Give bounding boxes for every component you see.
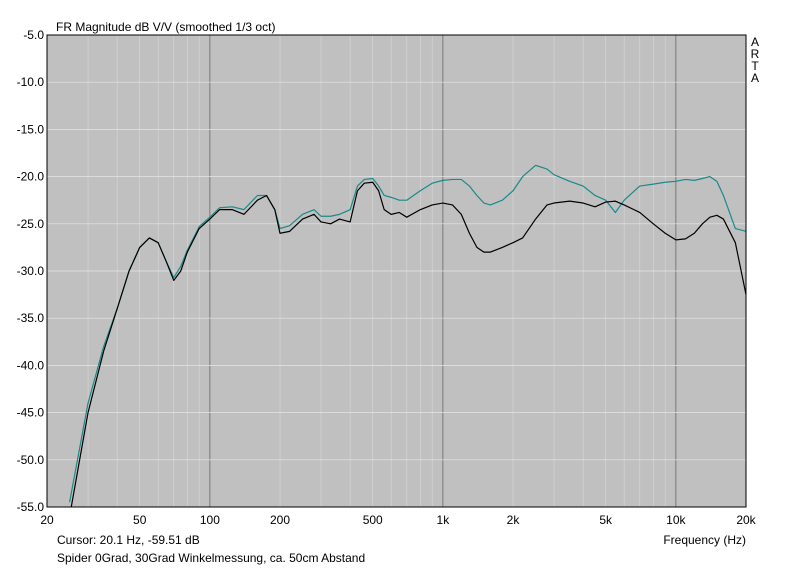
measurement-caption: Spider 0Grad, 30Grad Winkelmessung, ca. …	[57, 551, 366, 565]
x-tick-label: 10k	[666, 513, 686, 527]
y-tick-label: -20.0	[17, 170, 45, 184]
x-axis-label: Frequency (Hz)	[663, 533, 746, 547]
x-tick-label: 1k	[437, 513, 451, 527]
x-tick-label: 5k	[599, 513, 613, 527]
y-tick-label: -40.0	[17, 358, 45, 372]
x-tick-label: 2k	[507, 513, 521, 527]
grid-lines	[47, 34, 746, 508]
series-line-2	[68, 164, 746, 503]
brand-letter: A	[750, 35, 759, 49]
series-line-1	[70, 181, 746, 507]
brand-letter: T	[751, 59, 759, 73]
y-tick-label: -55.0	[17, 500, 45, 514]
brand-letter: R	[750, 47, 760, 61]
x-tick-label: 200	[270, 513, 290, 527]
y-tick-label: -50.0	[17, 453, 45, 467]
plot-border	[46, 34, 747, 508]
x-tick-label: 20k	[736, 513, 756, 527]
y-tick-label: -15.0	[17, 122, 45, 136]
chart-title: FR Magnitude dB V/V (smoothed 1/3 oct)	[56, 20, 275, 34]
x-tick-label: 20	[40, 513, 54, 527]
y-tick-label: -5.0	[23, 28, 44, 42]
y-tick-label: -45.0	[17, 406, 45, 420]
y-tick-label: -25.0	[17, 217, 45, 231]
x-tick-label: 100	[200, 513, 220, 527]
x-tick-label: 500	[363, 513, 383, 527]
y-tick-label: -30.0	[17, 264, 45, 278]
cursor-readout: Cursor: 20.1 Hz, -59.51 dB	[57, 533, 200, 547]
x-axis-tick-labels: 20 50 100 200 500 1k 2k 5k 10k 20k	[40, 513, 756, 527]
y-tick-label: -10.0	[17, 75, 45, 89]
y-axis-tick-labels: -5.0 -10.0 -15.0 -20.0 -25.0 -30.0 -35.0 -40.0 -…	[17, 28, 45, 514]
series-group	[68, 164, 746, 507]
y-tick-label: -35.0	[17, 311, 45, 325]
brand-letter: A	[750, 71, 759, 85]
x-tick-label: 50	[133, 513, 147, 527]
